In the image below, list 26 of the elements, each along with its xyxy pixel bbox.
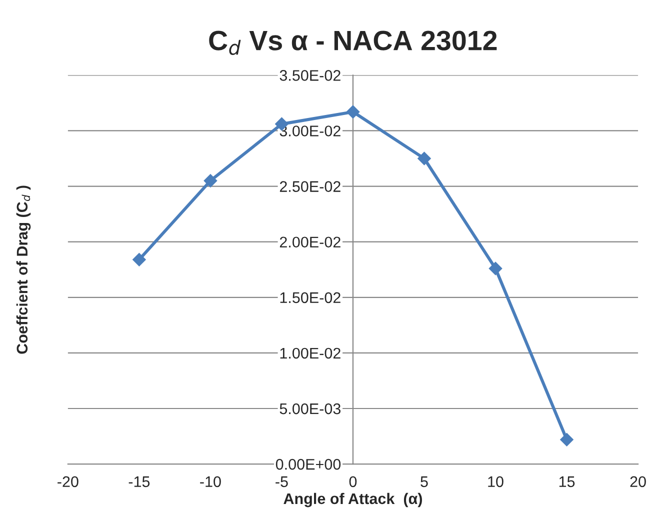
x-tick-label: 20	[630, 476, 646, 488]
x-tick-label: -5	[276, 476, 288, 488]
point	[346, 105, 360, 118]
point	[132, 253, 146, 266]
y-tick-label: 1.50E-02	[280, 292, 340, 304]
x-tick-label: -20	[58, 476, 78, 488]
x-tick-label: 5	[420, 476, 428, 488]
point	[204, 174, 218, 188]
x-tick-label: -10	[200, 476, 221, 488]
y-tick-label: 1.00E-02	[280, 348, 340, 359]
y-tick-label: 0.00E+00	[276, 458, 341, 470]
y-tick-label: 2.50E-02	[280, 181, 340, 192]
x-tick-label: -15	[128, 476, 150, 488]
y-tick-label: 3.00E-02	[280, 126, 340, 136]
point	[560, 433, 574, 446]
x-axis-title: Angle of Attack (α)	[284, 492, 422, 508]
x-tick-label: 15	[559, 476, 575, 488]
y-axis-title: Coeffcient of Drag (C$_{d}$ )	[16, 186, 31, 354]
point	[418, 152, 431, 166]
x-tick-label: 0	[349, 476, 357, 488]
chart-title: C$_{d}$ Vs α - NACA 23012	[209, 30, 497, 55]
y-tick-label: 2.00E-02	[280, 236, 340, 248]
y-tick-label: 3.50E-02	[280, 70, 340, 81]
point	[488, 262, 502, 276]
x-tick-label: 10	[488, 476, 504, 488]
y-tick-label: 5.00E-03	[280, 403, 341, 414]
